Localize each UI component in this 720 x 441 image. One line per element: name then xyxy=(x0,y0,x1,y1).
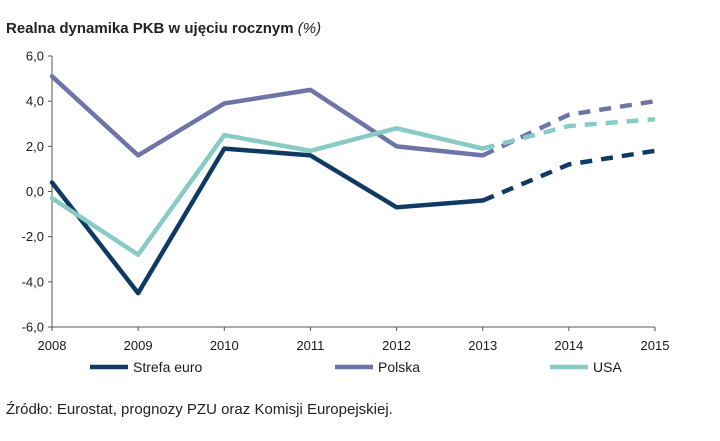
chart-title: Realna dynamika PKB w ujęciu rocznym (%) xyxy=(6,20,321,37)
series-line-actual xyxy=(49,146,485,296)
y-tick-label: 2,0 xyxy=(26,139,44,154)
chart-axes: -6,0 -4,0 -2,0 0,0 2,0 4,0 6,0 2008 2009 2010 2011… xyxy=(22,49,670,354)
x-tick-label: 2014 xyxy=(554,338,583,353)
legend-label: Strefa euro xyxy=(133,359,202,375)
source-note: Źródło: Eurostat, prognozy PZU oraz Komi… xyxy=(6,401,393,418)
y-tick-label: -6,0 xyxy=(22,320,44,335)
legend-label: Polska xyxy=(378,359,420,375)
x-tick-label: 2013 xyxy=(468,338,497,353)
series-line-actual xyxy=(49,74,485,158)
x-tick-label: 2008 xyxy=(38,338,67,353)
series-line-actual xyxy=(49,126,485,257)
x-tick-label: 2012 xyxy=(382,338,411,353)
series-line-forecast xyxy=(481,148,656,203)
y-tick-label: -4,0 xyxy=(22,274,44,289)
chart-title-text: Realna dynamika PKB w ujęciu rocznym xyxy=(6,20,294,37)
chart-legend: Strefa euro Polska USA xyxy=(90,359,622,375)
line-chart: -6,0 -4,0 -2,0 0,0 2,0 4,0 6,0 2008 2009 2010 2011… xyxy=(22,49,670,376)
chart-title-unit: (%) xyxy=(297,20,322,37)
legend-label: USA xyxy=(593,359,622,375)
x-tick-label: 2015 xyxy=(641,338,670,353)
x-tick-label: 2009 xyxy=(124,338,153,353)
series-lines xyxy=(49,74,656,296)
y-tick-label: -2,0 xyxy=(22,229,44,244)
y-tick-label: 0,0 xyxy=(26,184,44,199)
x-tick-label: 2011 xyxy=(296,338,324,353)
x-tick-label: 2010 xyxy=(210,338,239,353)
y-tick-label: 4,0 xyxy=(26,94,44,109)
y-tick-label: 6,0 xyxy=(26,49,44,64)
